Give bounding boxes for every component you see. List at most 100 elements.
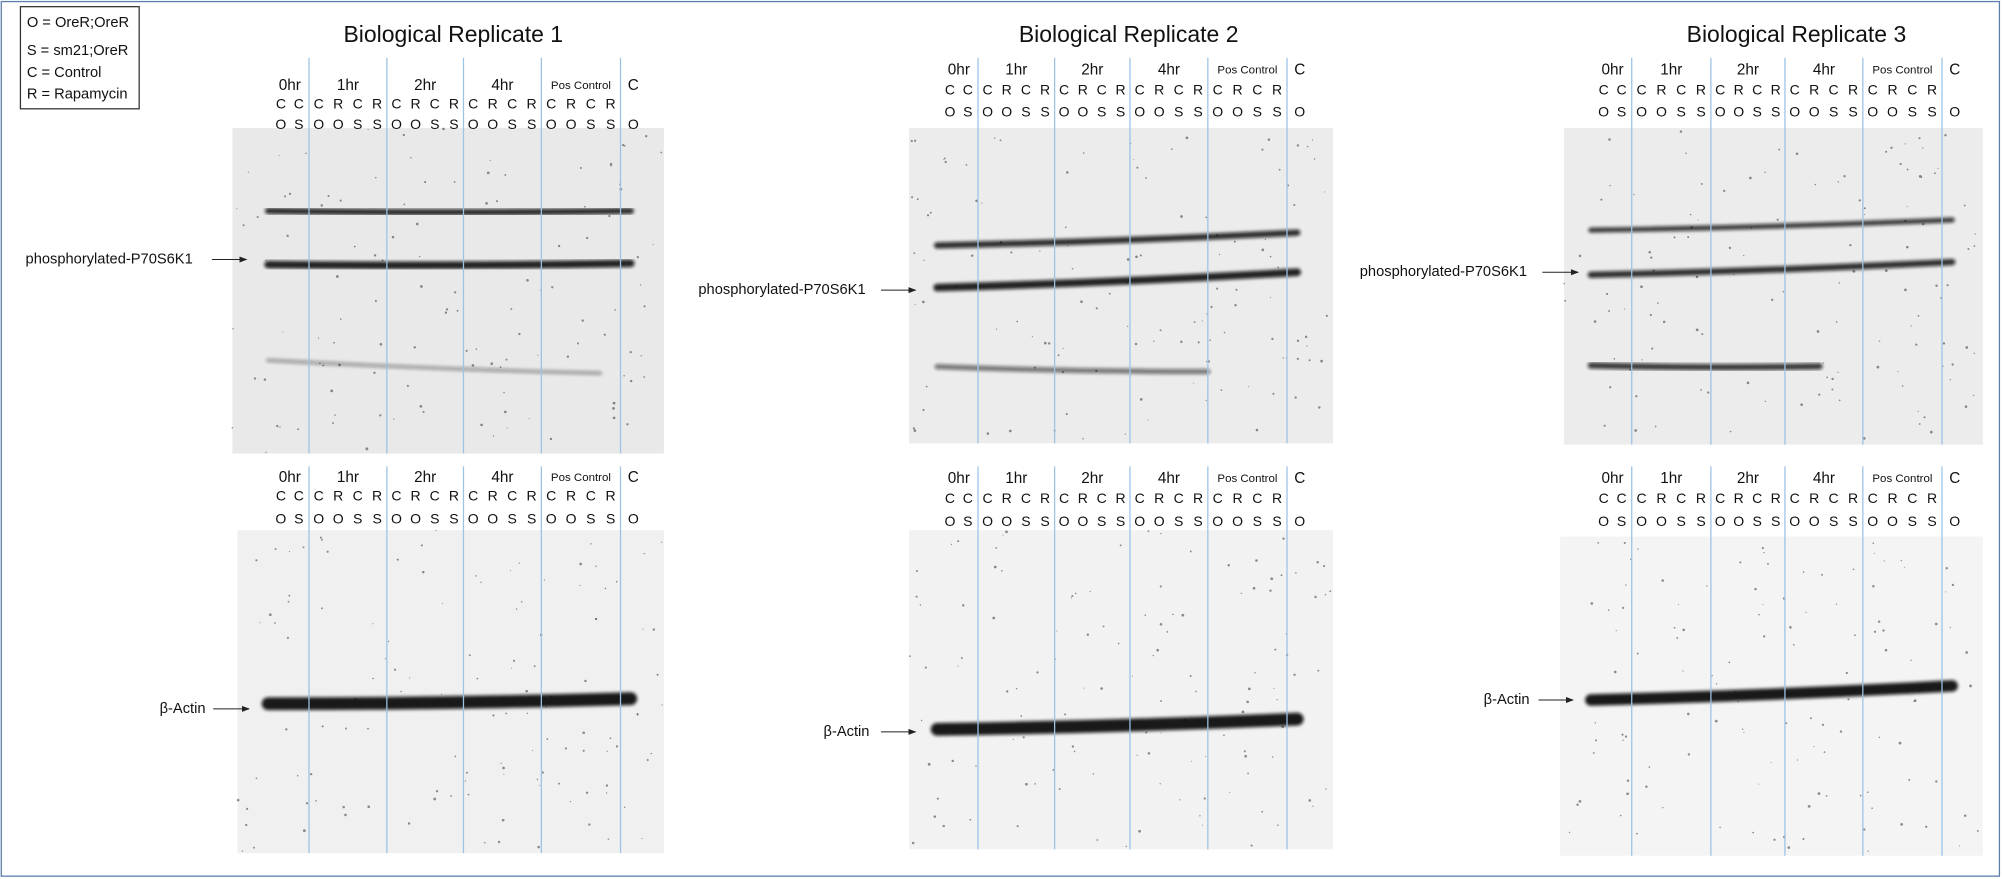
membrane-speck	[1679, 130, 1683, 133]
membrane-speck	[582, 749, 585, 752]
treatment-label: C	[1135, 82, 1145, 98]
treatment-label: C	[1907, 490, 1917, 506]
membrane-speck	[910, 139, 913, 143]
membrane-speck	[1949, 626, 1952, 629]
membrane-speck	[1884, 648, 1888, 652]
membrane-speck	[1728, 246, 1732, 250]
membrane-speck	[1052, 768, 1055, 771]
treatment-label: C	[1868, 490, 1878, 506]
treatment-label: C	[1752, 82, 1762, 98]
strain-label: O	[313, 511, 324, 527]
timepoint-label: 4hr	[1158, 62, 1180, 79]
treatment-label: R	[527, 488, 537, 504]
strain-label: O	[1887, 103, 1898, 119]
membrane-speck	[914, 139, 917, 142]
membrane-speck	[1139, 398, 1143, 401]
membrane-speck	[661, 704, 663, 706]
treatment-label: C	[1829, 82, 1839, 98]
protein-band	[1588, 217, 1955, 233]
membrane-speck	[1071, 594, 1074, 597]
membrane-speck	[543, 579, 546, 581]
strain-label: S	[1174, 103, 1183, 119]
membrane-speck	[1185, 136, 1189, 140]
membrane-speck	[1592, 752, 1595, 754]
membrane-speck	[585, 791, 589, 794]
membrane-speck	[1227, 563, 1230, 567]
timepoint-label: 4hr	[1813, 470, 1835, 487]
membrane-speck	[927, 762, 931, 766]
membrane-speck	[441, 693, 443, 695]
membrane-speck	[1749, 176, 1752, 180]
membrane-speck	[586, 236, 589, 240]
membrane-speck	[1682, 628, 1685, 632]
blot-membrane	[237, 530, 664, 854]
membrane-speck	[245, 823, 248, 827]
legend-frame	[19, 6, 140, 110]
strain-label: S	[1752, 513, 1761, 529]
membrane-speck	[1873, 552, 1875, 554]
membrane-speck	[1897, 371, 1899, 373]
membrane-speck	[1741, 728, 1744, 730]
membrane-speck	[1822, 362, 1825, 364]
membrane-speck	[492, 714, 495, 717]
membrane-speck	[1296, 339, 1300, 342]
membrane-speck	[957, 540, 960, 543]
membrane-speck	[393, 668, 397, 671]
strain-label: O	[1598, 513, 1609, 529]
membrane-speck	[1234, 304, 1237, 307]
membrane-speck	[564, 747, 567, 750]
membrane-speck	[614, 309, 616, 311]
membrane-speck	[1195, 690, 1197, 693]
membrane-speck	[319, 536, 322, 539]
strain-label: S	[1927, 103, 1936, 119]
membrane-speck	[320, 204, 323, 207]
membrane-speck	[1323, 565, 1326, 568]
membrane-speck	[1634, 429, 1637, 432]
membrane-speck	[1071, 267, 1074, 270]
strain-label: O	[1809, 513, 1820, 529]
membrane-speck	[1807, 804, 1811, 808]
membrane-speck	[435, 790, 439, 793]
membrane-speck	[1269, 297, 1271, 299]
treatment-label: C	[1752, 490, 1762, 506]
membrane-speck	[274, 622, 276, 624]
membrane-speck	[1064, 713, 1067, 716]
membrane-speck	[1145, 731, 1148, 734]
protein-band	[264, 259, 635, 270]
membrane-speck	[582, 731, 585, 735]
membrane-speck	[908, 655, 911, 657]
membrane-speck	[640, 355, 642, 357]
membrane-speck	[609, 737, 612, 740]
membrane-speck	[1261, 810, 1264, 813]
membrane-speck	[315, 799, 317, 802]
strain-label: O	[391, 116, 402, 132]
membrane-speck	[1743, 254, 1745, 257]
membrane-speck	[1935, 780, 1938, 783]
treatment-label: R	[1656, 82, 1666, 98]
timepoint-label: Pos Control	[1872, 65, 1932, 77]
strain-label: S	[449, 116, 458, 132]
treatment-label: C	[1715, 82, 1725, 98]
membrane-speck	[1223, 734, 1225, 737]
membrane-speck	[1102, 625, 1105, 628]
timepoint-label: C	[1294, 470, 1305, 487]
strain-label: O	[546, 511, 557, 527]
membrane-speck	[1624, 735, 1628, 738]
membrane-speck	[321, 538, 323, 541]
membrane-speck	[1706, 585, 1708, 587]
membrane-speck	[1823, 751, 1826, 753]
treatment-label: C	[1213, 82, 1223, 98]
timepoint-label: 4hr	[491, 77, 513, 94]
timepoint-label: 0hr	[279, 469, 301, 486]
membrane-speck	[287, 600, 290, 603]
membrane-speck	[242, 224, 245, 227]
treatment-label: R	[1656, 490, 1666, 506]
membrane-speck	[1899, 162, 1902, 166]
membrane-speck	[1898, 741, 1902, 745]
membrane-speck	[374, 176, 377, 179]
treatment-label: C	[391, 488, 401, 504]
membrane-speck	[365, 447, 369, 451]
treatment-label: C	[1174, 82, 1184, 98]
membrane-speck	[342, 805, 345, 809]
treatment-label: R	[1887, 82, 1897, 98]
